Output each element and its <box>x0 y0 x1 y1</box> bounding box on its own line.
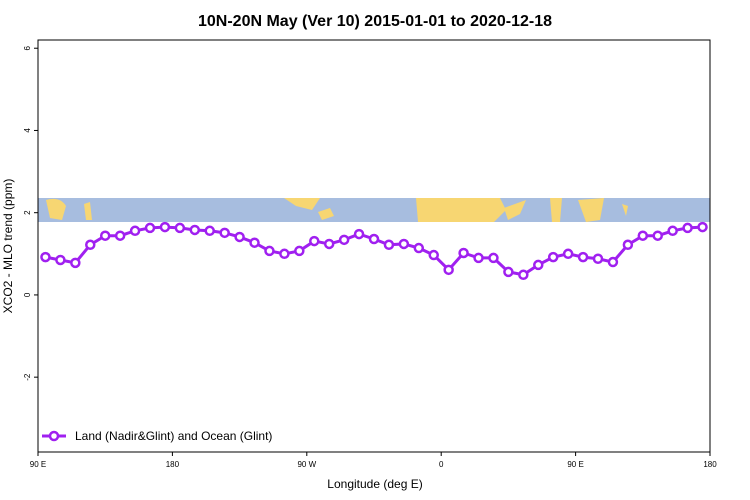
data-point <box>234 231 245 243</box>
data-point <box>488 252 499 264</box>
legend-label: Land (Nadir&Glint) and Ocean (Glint) <box>75 429 272 443</box>
data-point <box>249 237 260 248</box>
x-tick-label: 0 <box>439 460 444 469</box>
x-tick-label: 90 W <box>297 460 316 469</box>
data-point <box>667 225 678 237</box>
data-point <box>697 221 708 233</box>
data-point <box>652 230 663 241</box>
data-point <box>264 245 275 257</box>
data-point <box>398 238 410 250</box>
chart-title: 10N-20N May (Ver 10) 2015-01-01 to 2020-… <box>198 13 552 30</box>
data-point <box>443 264 454 276</box>
data-point <box>40 251 51 263</box>
data-point <box>682 222 693 234</box>
data-point <box>562 248 574 260</box>
data-point <box>55 254 66 266</box>
y-tick-label: 2 <box>23 210 32 215</box>
x-tick-label: 90 E <box>30 460 46 469</box>
data-point <box>413 242 425 254</box>
x-tick-label: 180 <box>166 460 180 469</box>
legend-marker <box>48 430 60 442</box>
data-point <box>547 251 559 263</box>
x-axis-label: Longitude (deg E) <box>327 477 422 491</box>
data-point <box>323 238 335 250</box>
y-tick-label: 0 <box>23 292 32 297</box>
data-point <box>607 256 619 268</box>
data-point <box>309 235 320 247</box>
data-point <box>279 248 290 260</box>
data-point <box>518 269 529 281</box>
data-point <box>189 224 201 236</box>
data-point <box>533 259 544 271</box>
data-point <box>144 222 156 234</box>
data-point <box>383 239 395 251</box>
data-point <box>174 222 186 234</box>
data-point <box>622 239 634 251</box>
x-tick-label: 180 <box>703 460 717 469</box>
data-point <box>353 228 365 240</box>
y-axis-label: XCO2 - MLO trend (ppm) <box>1 179 15 314</box>
data-point <box>114 230 126 241</box>
data-point <box>129 225 141 237</box>
y-tick-label: -2 <box>23 373 32 381</box>
data-point <box>577 251 589 263</box>
data-point <box>219 227 230 239</box>
data-point <box>204 225 215 237</box>
data-point <box>637 230 649 241</box>
data-point <box>368 233 380 245</box>
data-point <box>159 221 171 233</box>
data-point <box>99 230 111 241</box>
data-point <box>338 234 350 246</box>
data-point <box>428 249 439 261</box>
map-strip <box>38 198 710 222</box>
data-point <box>503 266 514 278</box>
data-point <box>85 239 96 251</box>
x-tick-label: 90 E <box>567 460 583 469</box>
y-tick-label: 6 <box>23 45 32 50</box>
data-point <box>592 253 604 264</box>
data-point <box>294 245 305 257</box>
data-point <box>458 247 469 259</box>
plot-frame <box>37 39 711 453</box>
data-point <box>473 252 484 264</box>
y-tick-label: 4 <box>23 128 32 133</box>
data-point <box>70 257 81 269</box>
